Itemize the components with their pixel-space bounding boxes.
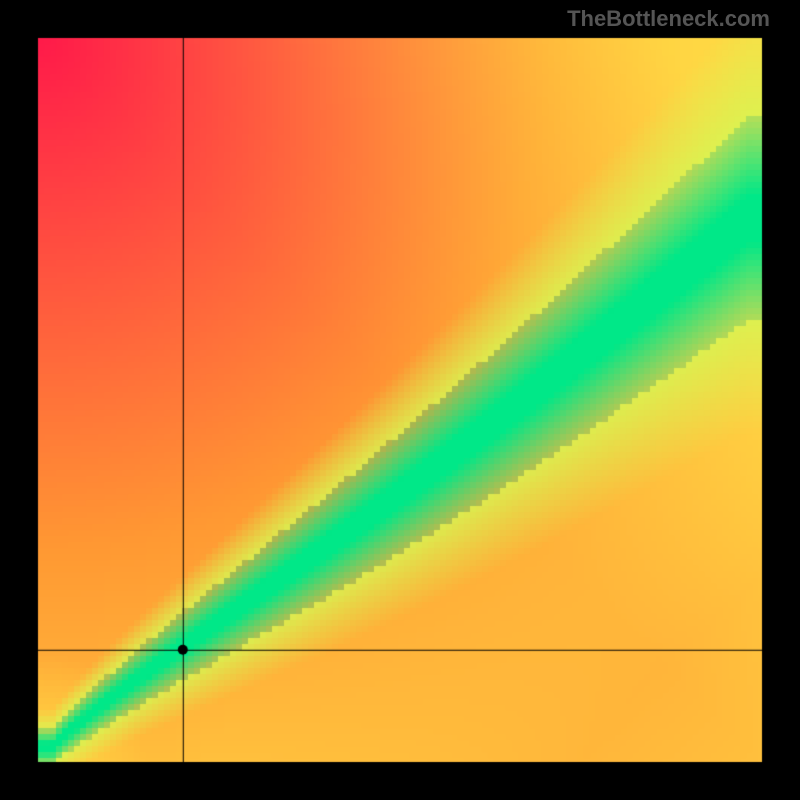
chart-container: TheBottleneck.com — [0, 0, 800, 800]
heatmap-canvas — [0, 0, 800, 800]
watermark-text: TheBottleneck.com — [567, 6, 770, 32]
